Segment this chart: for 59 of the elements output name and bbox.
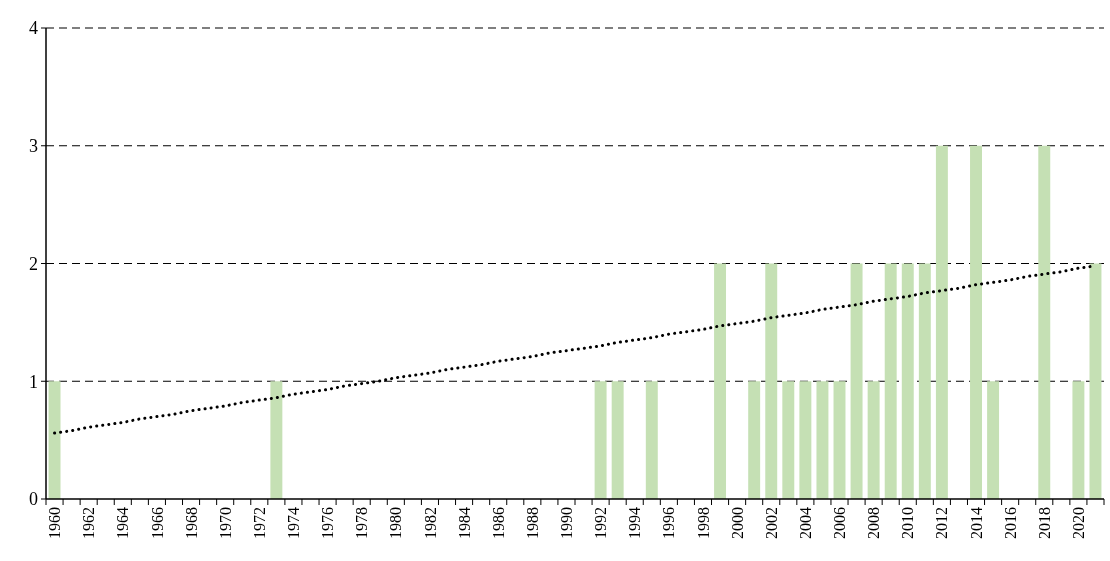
y-tick-label: 1	[29, 371, 38, 392]
bar	[970, 145, 982, 499]
bar	[748, 381, 761, 499]
bar	[48, 381, 61, 499]
x-tick-label: 1972	[250, 507, 268, 539]
x-tick-label: 1980	[387, 507, 405, 539]
bar	[1089, 263, 1102, 499]
bar	[987, 381, 1000, 499]
bar	[270, 381, 283, 499]
x-tick-label: 1988	[523, 507, 541, 539]
x-tick-label: 2010	[899, 507, 917, 539]
bar	[1038, 145, 1051, 499]
x-tick-label: 2000	[728, 507, 746, 539]
bar	[850, 263, 863, 499]
x-tick-label: 1968	[182, 507, 200, 539]
bar	[935, 145, 948, 499]
bar	[867, 381, 880, 499]
x-tick-label: 2012	[933, 507, 951, 539]
x-tick-label: 1966	[148, 507, 166, 539]
bar	[918, 263, 931, 499]
bar	[594, 381, 607, 499]
x-tick-label: 2006	[831, 507, 849, 539]
x-tick-label: 1994	[626, 507, 644, 539]
x-tick-label: 1982	[421, 507, 439, 539]
bar	[901, 263, 914, 499]
x-tick-label: 1976	[319, 507, 337, 539]
x-tick-label: 2004	[796, 507, 814, 539]
x-tick-label: 1970	[216, 507, 234, 539]
bar	[645, 381, 658, 499]
x-tick-label: 2014	[967, 507, 985, 539]
x-tick-label: 1986	[489, 507, 507, 539]
x-tick-label: 2016	[1001, 507, 1019, 539]
bar	[833, 381, 846, 499]
bar	[1072, 381, 1085, 499]
x-tick-label: 1960	[46, 507, 64, 539]
bar	[799, 381, 812, 499]
x-tick-label: 1964	[114, 507, 132, 539]
x-tick-label: 1998	[694, 507, 712, 539]
bar	[816, 381, 829, 499]
bar	[884, 263, 897, 499]
bar	[611, 381, 624, 499]
x-tick-label: 2020	[1070, 507, 1087, 539]
x-tick-label: 1990	[558, 507, 576, 539]
x-tick-label: 1984	[455, 507, 473, 539]
bar	[714, 263, 727, 499]
y-tick-label: 4	[29, 18, 38, 39]
y-tick-label: 2	[29, 253, 38, 274]
x-tick-label: 1996	[660, 507, 678, 539]
y-tick-label: 0	[29, 489, 38, 510]
bar	[782, 381, 795, 499]
x-tick-label: 2018	[1035, 507, 1053, 539]
x-tick-label: 1962	[80, 507, 98, 539]
x-tick-label: 2008	[865, 507, 883, 539]
x-tick-label: 1974	[285, 507, 303, 539]
bar	[765, 263, 778, 499]
y-tick-label: 3	[29, 136, 38, 157]
x-tick-label: 2002	[762, 507, 780, 539]
x-tick-label: 1992	[592, 507, 610, 539]
x-tick-label: 1978	[353, 507, 371, 539]
